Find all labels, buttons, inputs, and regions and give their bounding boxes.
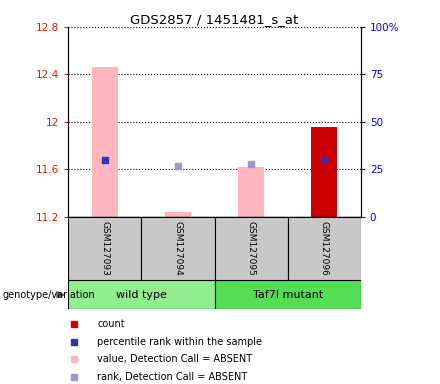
Text: wild type: wild type	[116, 290, 167, 300]
Text: Taf7l mutant: Taf7l mutant	[253, 290, 323, 300]
Text: genotype/variation: genotype/variation	[2, 290, 95, 300]
Bar	[215, 217, 288, 280]
Bar	[312, 127, 337, 217]
Text: rank, Detection Call = ABSENT: rank, Detection Call = ABSENT	[97, 372, 248, 382]
Bar	[68, 217, 141, 280]
Bar	[141, 217, 215, 280]
Bar	[215, 280, 361, 309]
Text: GSM127096: GSM127096	[320, 221, 329, 276]
Text: GSM127095: GSM127095	[246, 221, 256, 276]
Text: value, Detection Call = ABSENT: value, Detection Call = ABSENT	[97, 354, 253, 364]
Text: GSM127093: GSM127093	[100, 221, 109, 276]
Bar	[92, 67, 117, 217]
Text: count: count	[97, 319, 125, 329]
Bar	[165, 212, 191, 217]
Bar	[238, 167, 264, 217]
Text: GSM127094: GSM127094	[173, 221, 183, 276]
Title: GDS2857 / 1451481_s_at: GDS2857 / 1451481_s_at	[130, 13, 299, 26]
Text: percentile rank within the sample: percentile rank within the sample	[97, 337, 262, 347]
Bar	[68, 280, 215, 309]
Bar	[288, 217, 361, 280]
